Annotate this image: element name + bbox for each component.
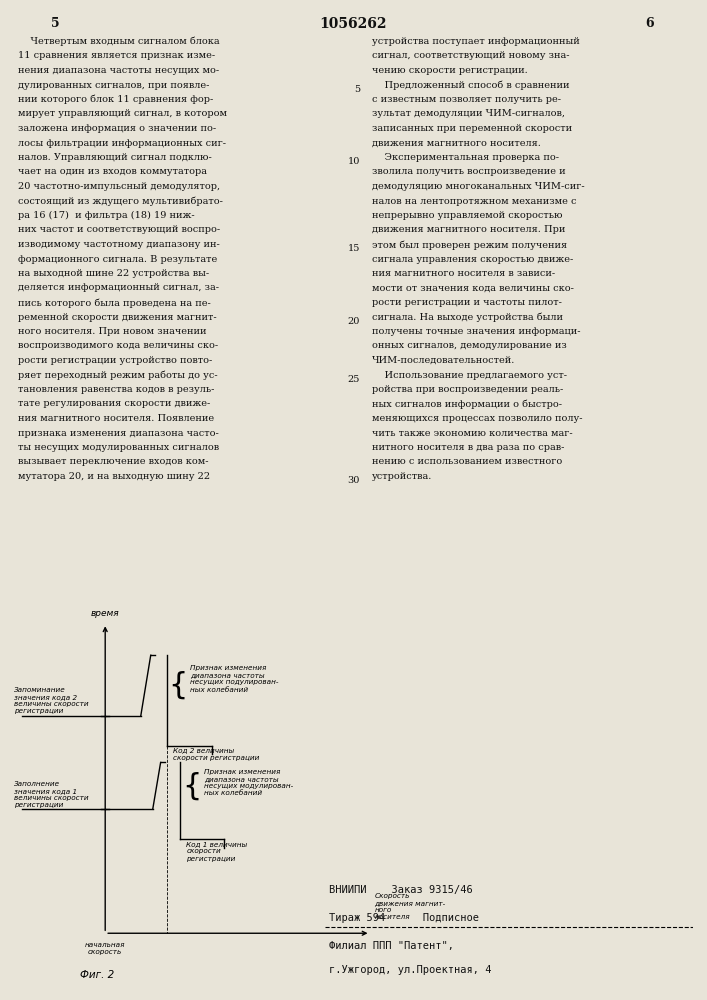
Text: Запоминание
значения кода 2
величины скорости
регистрации: Запоминание значения кода 2 величины ско…	[14, 687, 89, 714]
Text: ния магнитного носителя в зависи-: ния магнитного носителя в зависи-	[372, 269, 555, 278]
Text: 5: 5	[51, 17, 59, 30]
Text: формационного сигнала. В результате: формационного сигнала. В результате	[18, 254, 217, 263]
Text: ных сигналов информации о быстро-: ных сигналов информации о быстро-	[372, 399, 562, 409]
Text: ты несущих модулированных сигналов: ты несущих модулированных сигналов	[18, 443, 219, 452]
Text: движения магнитного носителя.: движения магнитного носителя.	[372, 138, 541, 147]
Text: устройства поступает информационный: устройства поступает информационный	[372, 37, 580, 46]
Text: Код 1 величины
скорости
регистрации: Код 1 величины скорости регистрации	[187, 841, 247, 862]
Text: рости регистрации устройство повто-: рости регистрации устройство повто-	[18, 356, 212, 365]
Text: состоящий из ждущего мультивибрато-: состоящий из ждущего мультивибрато-	[18, 196, 223, 206]
Text: лосы фильтрации информационных сиг-: лосы фильтрации информационных сиг-	[18, 138, 226, 147]
Text: заложена информация о значении по-: заложена информация о значении по-	[18, 124, 216, 133]
Text: дулированных сигналов, при появле-: дулированных сигналов, при появле-	[18, 81, 209, 90]
Text: мости от значения кода величины ско-: мости от значения кода величины ско-	[372, 284, 574, 292]
Text: 6: 6	[645, 17, 654, 30]
Text: 30: 30	[348, 476, 360, 485]
Text: устройства.: устройства.	[372, 472, 433, 481]
Text: Признак изменения
диапазона частоты
несущих подулирован-
ных колебаний: Признак изменения диапазона частоты несу…	[190, 665, 279, 693]
Text: ременной скорости движения магнит-: ременной скорости движения магнит-	[18, 312, 216, 322]
Text: {: {	[168, 671, 188, 700]
Text: ния магнитного носителя. Появление: ния магнитного носителя. Появление	[18, 414, 214, 423]
Text: 20: 20	[348, 316, 360, 326]
Text: воспроизводимого кода величины ско-: воспроизводимого кода величины ско-	[18, 342, 218, 351]
Text: демодуляцию многоканальных ЧИМ-сиг-: демодуляцию многоканальных ЧИМ-сиг-	[372, 182, 585, 191]
Text: непрерывно управляемой скоростью: непрерывно управляемой скоростью	[372, 211, 563, 220]
Text: 11 сравнения является признак изме-: 11 сравнения является признак изме-	[18, 51, 215, 60]
Text: сигнала управления скоростью движе-: сигнала управления скоростью движе-	[372, 254, 573, 263]
Text: рости регистрации и частоты пилот-: рости регистрации и частоты пилот-	[372, 298, 562, 307]
Text: Экспериментальная проверка по-: Экспериментальная проверка по-	[372, 153, 559, 162]
Text: меняющихся процессах позволило полу-: меняющихся процессах позволило полу-	[372, 414, 583, 423]
Text: сигнал, соответствующий новому зна-: сигнал, соответствующий новому зна-	[372, 51, 570, 60]
Text: 10: 10	[348, 157, 360, 166]
Text: Признак изменения
диапазона частоты
несущих модулирован-
ных колебаний: Признак изменения диапазона частоты несу…	[204, 769, 293, 796]
Text: чить также экономию количества маг-: чить также экономию количества маг-	[372, 428, 573, 438]
Text: этом был проверен режим получения: этом был проверен режим получения	[372, 240, 567, 249]
Text: мутатора 20, и на выходную шину 22: мутатора 20, и на выходную шину 22	[18, 472, 210, 481]
Text: начальная
скорость: начальная скорость	[85, 942, 125, 955]
Text: налов на лентопротяжном механизме с: налов на лентопротяжном механизме с	[372, 196, 576, 206]
Text: изводимому частотному диапазону ин-: изводимому частотному диапазону ин-	[18, 240, 220, 249]
Text: зволила получить воспроизведение и: зволила получить воспроизведение и	[372, 167, 566, 176]
Text: ряет переходный режим работы до ус-: ряет переходный режим работы до ус-	[18, 370, 218, 380]
Text: {: {	[182, 771, 201, 800]
Text: онных сигналов, демодулирование из: онных сигналов, демодулирование из	[372, 342, 567, 351]
Text: 15: 15	[348, 244, 360, 253]
Text: Четвертым входным сигналом блока: Четвертым входным сигналом блока	[18, 37, 220, 46]
Text: тате регулирования скорости движе-: тате регулирования скорости движе-	[18, 399, 210, 408]
Text: ЧИМ-последовательностей.: ЧИМ-последовательностей.	[372, 356, 515, 365]
Text: на выходной шине 22 устройства вы-: на выходной шине 22 устройства вы-	[18, 269, 209, 278]
Text: время: время	[91, 609, 119, 618]
Text: них частот и соответствующий воспро-: них частот и соответствующий воспро-	[18, 226, 220, 234]
Text: Предложенный способ в сравнении: Предложенный способ в сравнении	[372, 81, 570, 90]
Text: 5: 5	[354, 85, 360, 94]
Text: с известным позволяет получить ре-: с известным позволяет получить ре-	[372, 95, 561, 104]
Text: деляется информационный сигнал, за-: деляется информационный сигнал, за-	[18, 284, 219, 292]
Text: Филиал ППП "Патент",: Филиал ППП "Патент",	[329, 941, 454, 951]
Text: тановления равенства кодов в резуль-: тановления равенства кодов в резуль-	[18, 385, 214, 394]
Text: ра 16 (17)  и фильтра (18) 19 ниж-: ра 16 (17) и фильтра (18) 19 ниж-	[18, 211, 194, 220]
Text: Использование предлагаемого уст-: Использование предлагаемого уст-	[372, 370, 567, 379]
Text: нитного носителя в два раза по срав-: нитного носителя в два раза по срав-	[372, 443, 564, 452]
Text: 25: 25	[348, 374, 360, 383]
Text: Заполнение
значения кода 1
величины скорости
регистрации: Заполнение значения кода 1 величины скор…	[14, 781, 89, 808]
Text: чает на один из входов коммутатора: чает на один из входов коммутатора	[18, 167, 207, 176]
Text: ройства при воспроизведении реаль-: ройства при воспроизведении реаль-	[372, 385, 563, 394]
Text: Фиг. 2: Фиг. 2	[80, 970, 115, 980]
Text: записанных при переменной скорости: записанных при переменной скорости	[372, 124, 572, 133]
Text: 1056262: 1056262	[320, 17, 387, 31]
Text: вызывает переключение входов ком-: вызывает переключение входов ком-	[18, 458, 209, 466]
Text: признака изменения диапазона часто-: признака изменения диапазона часто-	[18, 428, 218, 438]
Text: нения диапазона частоты несущих мо-: нения диапазона частоты несущих мо-	[18, 66, 219, 75]
Text: получены точные значения информаци-: получены точные значения информаци-	[372, 327, 580, 336]
Text: зультат демодуляции ЧИМ-сигналов,: зультат демодуляции ЧИМ-сигналов,	[372, 109, 565, 118]
Text: Код 2 величины
скорости регистрации: Код 2 величины скорости регистрации	[173, 747, 259, 761]
Text: пись которого была проведена на пе-: пись которого была проведена на пе-	[18, 298, 211, 308]
Text: сигнала. На выходе устройства были: сигнала. На выходе устройства были	[372, 312, 563, 322]
Text: ного носителя. При новом значении: ного носителя. При новом значении	[18, 327, 206, 336]
Text: налов. Управляющий сигнал подклю-: налов. Управляющий сигнал подклю-	[18, 153, 212, 162]
Text: ВНИИПИ    Заказ 9315/46: ВНИИПИ Заказ 9315/46	[329, 885, 473, 895]
Text: нии которого блок 11 сравнения фор-: нии которого блок 11 сравнения фор-	[18, 95, 214, 104]
Text: чению скорости регистрации.: чению скорости регистрации.	[372, 66, 527, 75]
Text: 20 частотно-импульсный демодулятор,: 20 частотно-импульсный демодулятор,	[18, 182, 220, 191]
Text: движения магнитного носителя. При: движения магнитного носителя. При	[372, 226, 566, 234]
Text: Скорость
движения магнит-
ного
носителя: Скорость движения магнит- ного носителя	[375, 893, 445, 920]
Text: мирует управляющий сигнал, в котором: мирует управляющий сигнал, в котором	[18, 109, 227, 118]
Text: Тираж 594      Подписное: Тираж 594 Подписное	[329, 913, 479, 923]
Text: г.Ужгород, ул.Проектная, 4: г.Ужгород, ул.Проектная, 4	[329, 965, 491, 975]
Text: нению с использованием известного: нению с использованием известного	[372, 458, 562, 466]
